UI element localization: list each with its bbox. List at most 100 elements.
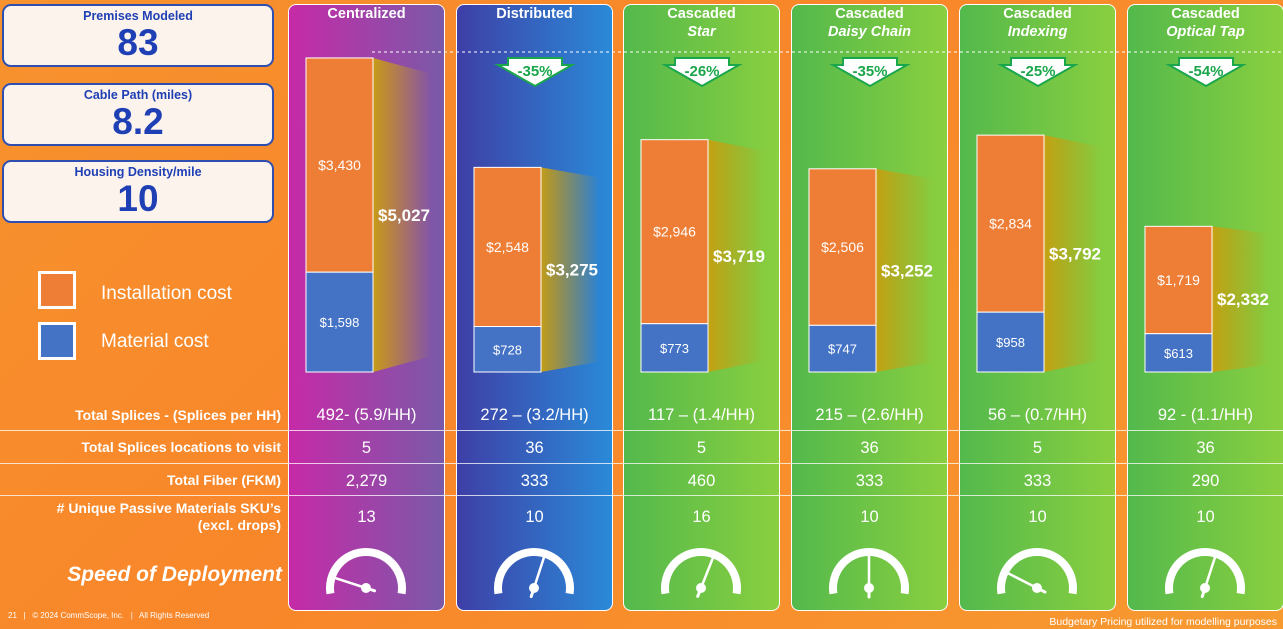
installation-cost-bar [305, 57, 374, 273]
total-cost-label: $3,275 [546, 261, 598, 280]
column-title: Cascaded Optical Tap [1127, 5, 1283, 41]
bar-side-shading [541, 167, 599, 372]
gauge-needle-tail [529, 586, 536, 599]
housing-density-box: Housing Density/mile 10 [2, 160, 274, 223]
cell-skus: 10 [1196, 508, 1215, 526]
speed-gauge-icon [829, 548, 909, 599]
footer-disclaimer: Budgetary Pricing utilized for modelling… [1049, 616, 1277, 628]
reduction-percent: -35% [517, 63, 552, 80]
column-title-main: Distributed [496, 6, 573, 22]
material-cost-label: $773 [660, 341, 689, 356]
column-title-sub: Star [687, 24, 716, 40]
gauge-needle [1001, 569, 1039, 590]
column-title-sub: Indexing [1007, 24, 1068, 40]
cell-fiber: 2,279 [345, 472, 388, 490]
premises-modeled-label: Premises Modeled [83, 9, 193, 23]
installation-cost-label: $3,430 [318, 157, 361, 173]
gauge-arc [494, 548, 574, 595]
speed-gauge-icon [661, 548, 741, 598]
gauge-needle-tail [1200, 586, 1207, 599]
footer-copyright: 21 | © 2024 CommScope, Inc. | All Rights… [8, 611, 210, 620]
column-title-main: Cascaded [835, 6, 904, 22]
installation-cost-label: $2,506 [821, 239, 864, 255]
reduction-arrow: -35% [494, 57, 576, 88]
row-label-skus: # Unique Passive Materials SKU’s (excl. … [11, 500, 281, 534]
column-title-sub: Daisy Chain [828, 24, 911, 40]
speed-gauge-icon [1165, 548, 1245, 599]
column-title: Distributed [456, 5, 613, 23]
cell-locations: 5 [1032, 439, 1043, 457]
column-title-main: Cascaded [1171, 6, 1240, 22]
row-label-skus-line2: (excl. drops) [197, 517, 281, 533]
bar-side-shading [1044, 135, 1102, 372]
installation-cost-bar [808, 168, 877, 326]
cell-skus: 10 [860, 508, 879, 526]
column-title-main: Cascaded [667, 6, 736, 22]
speed-gauge-icon [997, 548, 1077, 595]
reduction-arrow: -26% [661, 57, 743, 88]
cell-locations: 36 [525, 439, 544, 457]
reduction-percent: -25% [1020, 63, 1055, 80]
legend-material-label: Material cost [101, 331, 209, 352]
cell-skus: 13 [357, 508, 376, 526]
installation-cost-label: $2,548 [486, 239, 529, 255]
gauge-needle-tail [364, 586, 377, 593]
premises-modeled-box: Premises Modeled 83 [2, 4, 274, 67]
material-cost-label: $747 [828, 342, 857, 357]
cell-splices: 215 – (2.6/HH) [815, 406, 924, 424]
row-divider [0, 463, 1283, 464]
column-title-sub: Optical Tap [1166, 24, 1245, 40]
down-arrow-icon [997, 57, 1079, 88]
column-title: Cascaded Star [623, 5, 780, 41]
cable-path-box: Cable Path (miles) 8.2 [2, 83, 274, 146]
material-cost-bar [640, 323, 709, 373]
cell-fiber: 290 [1191, 472, 1220, 490]
material-cost-bar [473, 326, 542, 373]
gauge-needle-tail [1035, 586, 1047, 594]
cable-path-label: Cable Path (miles) [83, 88, 193, 102]
cell-splices: 492- (5.9/HH) [316, 406, 417, 424]
reduction-percent: -54% [1188, 63, 1223, 80]
gauge-needle [328, 575, 368, 590]
cable-path-value: 8.2 [112, 101, 164, 142]
bar-side-shading [373, 57, 431, 373]
legend-installation-swatch [38, 271, 76, 309]
gauge-arc [997, 548, 1077, 595]
column-title: Centralized [288, 5, 445, 23]
legend-installation-label: Installation cost [101, 283, 232, 304]
row-label-splices: Total Splices - (Splices per HH) [75, 407, 281, 423]
row-label-locations: Total Splices locations to visit [81, 439, 281, 455]
installation-cost-bar [640, 139, 709, 325]
cell-splices: 56 – (0.7/HH) [987, 406, 1088, 424]
cell-splices: 272 – (3.2/HH) [480, 406, 589, 424]
gauge-arc [1165, 548, 1245, 595]
down-arrow-icon [494, 57, 576, 88]
reduction-percent: -35% [852, 63, 887, 80]
cell-skus: 16 [692, 508, 711, 526]
total-cost-label: $5,027 [378, 206, 430, 225]
material-cost-label: $613 [1164, 346, 1193, 361]
gauge-needle [699, 551, 717, 590]
installation-cost-label: $1,719 [1157, 272, 1200, 288]
material-cost-label: $1,598 [320, 315, 360, 330]
material-cost-label: $728 [493, 342, 522, 357]
gauge-needle-tail [696, 586, 703, 598]
row-divider [0, 430, 1283, 431]
reduction-percent: -26% [684, 63, 719, 80]
cell-splices: 92 - (1.1/HH) [1157, 406, 1254, 424]
housing-density-label: Housing Density/mile [74, 165, 202, 179]
material-cost-bar [808, 324, 877, 373]
gauge-needle [532, 550, 547, 590]
column-title: Cascaded Daisy Chain [791, 5, 948, 41]
cell-skus: 10 [525, 508, 544, 526]
speed-gauge-icon [326, 548, 406, 595]
down-arrow-icon [829, 57, 911, 88]
cell-locations: 5 [696, 439, 707, 457]
down-arrow-icon [661, 57, 743, 88]
cell-locations: 5 [361, 439, 372, 457]
cell-locations: 36 [1196, 439, 1215, 457]
legend-material-swatch [38, 322, 76, 360]
down-arrow-icon [1165, 57, 1247, 88]
material-cost-bar [976, 311, 1045, 373]
